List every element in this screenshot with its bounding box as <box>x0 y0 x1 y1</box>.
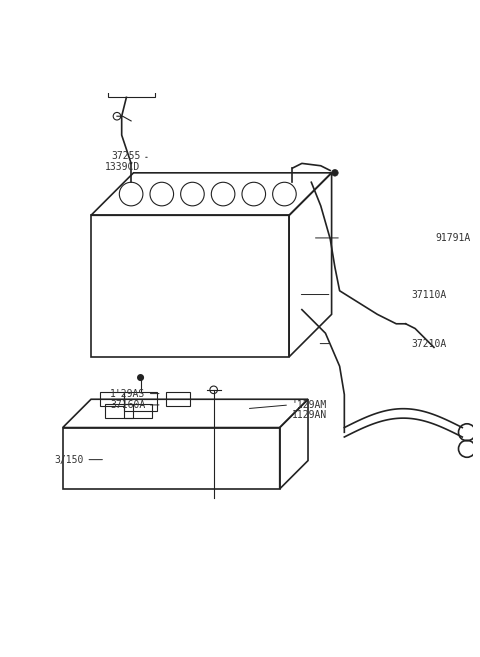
Text: 37160A: 37160A <box>110 400 145 410</box>
Text: 1339CD: 1339CD <box>105 162 141 171</box>
Text: 37210A: 37210A <box>412 338 447 349</box>
Text: 1'29AS: 1'29AS <box>110 388 145 399</box>
Text: '129AM: '129AM <box>291 400 327 410</box>
Text: 3/150: 3/150 <box>55 455 84 464</box>
Circle shape <box>138 374 144 380</box>
Circle shape <box>332 170 338 176</box>
Text: 37255: 37255 <box>111 151 141 162</box>
Text: 37110A: 37110A <box>412 290 447 300</box>
Text: 91791A: 91791A <box>435 233 470 243</box>
Text: 1129AN: 1129AN <box>291 411 327 420</box>
